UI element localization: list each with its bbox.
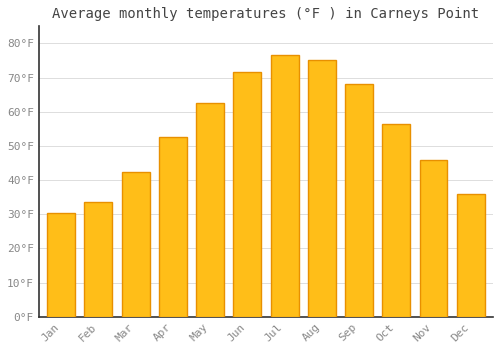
Bar <box>47 212 75 317</box>
Title: Average monthly temperatures (°F ) in Carneys Point: Average monthly temperatures (°F ) in Ca… <box>52 7 480 21</box>
Bar <box>84 202 112 317</box>
Bar <box>382 124 410 317</box>
Bar <box>457 194 484 317</box>
Bar <box>345 84 373 317</box>
Bar <box>420 160 448 317</box>
Bar <box>196 103 224 317</box>
Bar <box>270 55 298 317</box>
Bar <box>159 137 187 317</box>
Bar <box>234 72 262 317</box>
Bar <box>122 172 150 317</box>
Bar <box>308 61 336 317</box>
